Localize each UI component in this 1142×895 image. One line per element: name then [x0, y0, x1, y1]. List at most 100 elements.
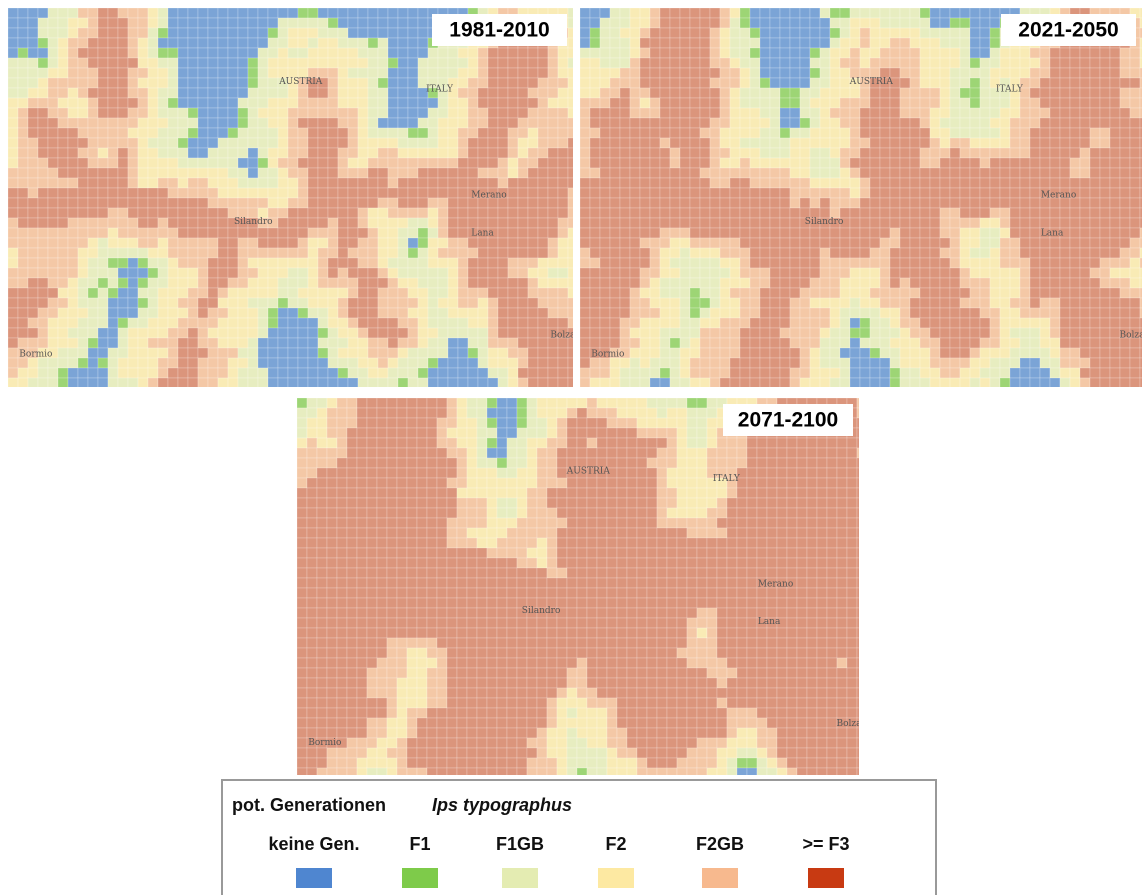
map-cell [78, 138, 88, 148]
map-cell [607, 488, 617, 498]
map-cell [1000, 188, 1010, 198]
map-cell [810, 248, 820, 258]
map-cell [1020, 148, 1030, 158]
map-cell [800, 78, 810, 88]
map-cell [487, 478, 497, 488]
map-cell [118, 188, 128, 198]
map-cell [198, 348, 208, 358]
map-cell [28, 148, 38, 158]
map-cell [837, 468, 847, 478]
map-cell [168, 288, 178, 298]
map-cell [198, 278, 208, 288]
map-cell [810, 38, 820, 48]
map-cell [228, 68, 238, 78]
map-cell [318, 338, 328, 348]
map-cell [387, 458, 397, 468]
map-cell [497, 438, 507, 448]
map-cell [558, 128, 568, 138]
map-cell [48, 158, 58, 168]
map-cell [128, 278, 138, 288]
map-cell [690, 298, 700, 308]
map-cell [930, 168, 940, 178]
map-cell [710, 108, 720, 118]
map-cell [118, 258, 128, 268]
map-cell [548, 178, 558, 188]
map-cell [268, 258, 278, 268]
map-cell [1040, 158, 1050, 168]
map-cell [840, 158, 850, 168]
map-cell [168, 108, 178, 118]
map-cell [1010, 338, 1020, 348]
map-cell [538, 278, 548, 288]
map-cell [128, 348, 138, 358]
map-cell [1070, 118, 1080, 128]
map-cell [317, 428, 327, 438]
map-cell [610, 288, 620, 298]
map-cell [138, 58, 148, 68]
map-cell [890, 268, 900, 278]
map-cell [630, 98, 640, 108]
map-cell [408, 238, 418, 248]
map-cell [8, 348, 18, 358]
map-cell [438, 168, 448, 178]
map-cell [527, 498, 537, 508]
map-cell [850, 208, 860, 218]
map-cell [358, 128, 368, 138]
map-cell [590, 238, 600, 248]
map-cell [158, 288, 168, 298]
map-cell [870, 268, 880, 278]
map-cell [1080, 298, 1090, 308]
map-cell [248, 178, 258, 188]
map-cell [760, 108, 770, 118]
map-cell [518, 168, 528, 178]
map-cell [950, 278, 960, 288]
map-cell [820, 338, 830, 348]
map-cell [417, 488, 427, 498]
maps: AUSTRIAITALYMeranoLanaBolzanoBormioSilan… [8, 8, 1142, 778]
map-cell [690, 188, 700, 198]
map-cell [1050, 238, 1060, 248]
map-cell [328, 208, 338, 218]
map-cell [338, 378, 348, 388]
map-cell [417, 478, 427, 488]
map-cell [610, 338, 620, 348]
map-cell [248, 18, 258, 28]
map-cell [710, 308, 720, 318]
map-cell [138, 268, 148, 278]
map-cell [348, 368, 358, 378]
map-cell [308, 278, 318, 288]
map-cell [98, 178, 108, 188]
map-cell [98, 198, 108, 208]
map-cell [890, 338, 900, 348]
map-cell [777, 478, 787, 488]
map-cell [620, 8, 630, 18]
map-cell [900, 218, 910, 228]
map-cell [408, 338, 418, 348]
map-cell [750, 248, 760, 258]
map-cell [850, 8, 860, 18]
map-cell [278, 348, 288, 358]
map-cell [477, 488, 487, 498]
map-cell [820, 318, 830, 328]
map-cell [1000, 258, 1010, 268]
map-cell [457, 498, 467, 508]
map-cell [680, 258, 690, 268]
map-cell [438, 208, 448, 218]
map-cell [1020, 138, 1030, 148]
map-cell [687, 498, 697, 508]
map-cell [497, 408, 507, 418]
map-cell [757, 438, 767, 448]
map-cell [108, 48, 118, 58]
map-cell [78, 208, 88, 218]
map-cell [770, 228, 780, 238]
map-cell [188, 268, 198, 278]
map-cell [398, 368, 408, 378]
map-cell [517, 438, 527, 448]
map-cell [128, 268, 138, 278]
map-cell [358, 88, 368, 98]
map-cell [18, 328, 28, 338]
map-cell [1010, 278, 1020, 288]
map-cell [568, 368, 578, 378]
map-cell [488, 358, 498, 368]
map-cell [317, 418, 327, 428]
